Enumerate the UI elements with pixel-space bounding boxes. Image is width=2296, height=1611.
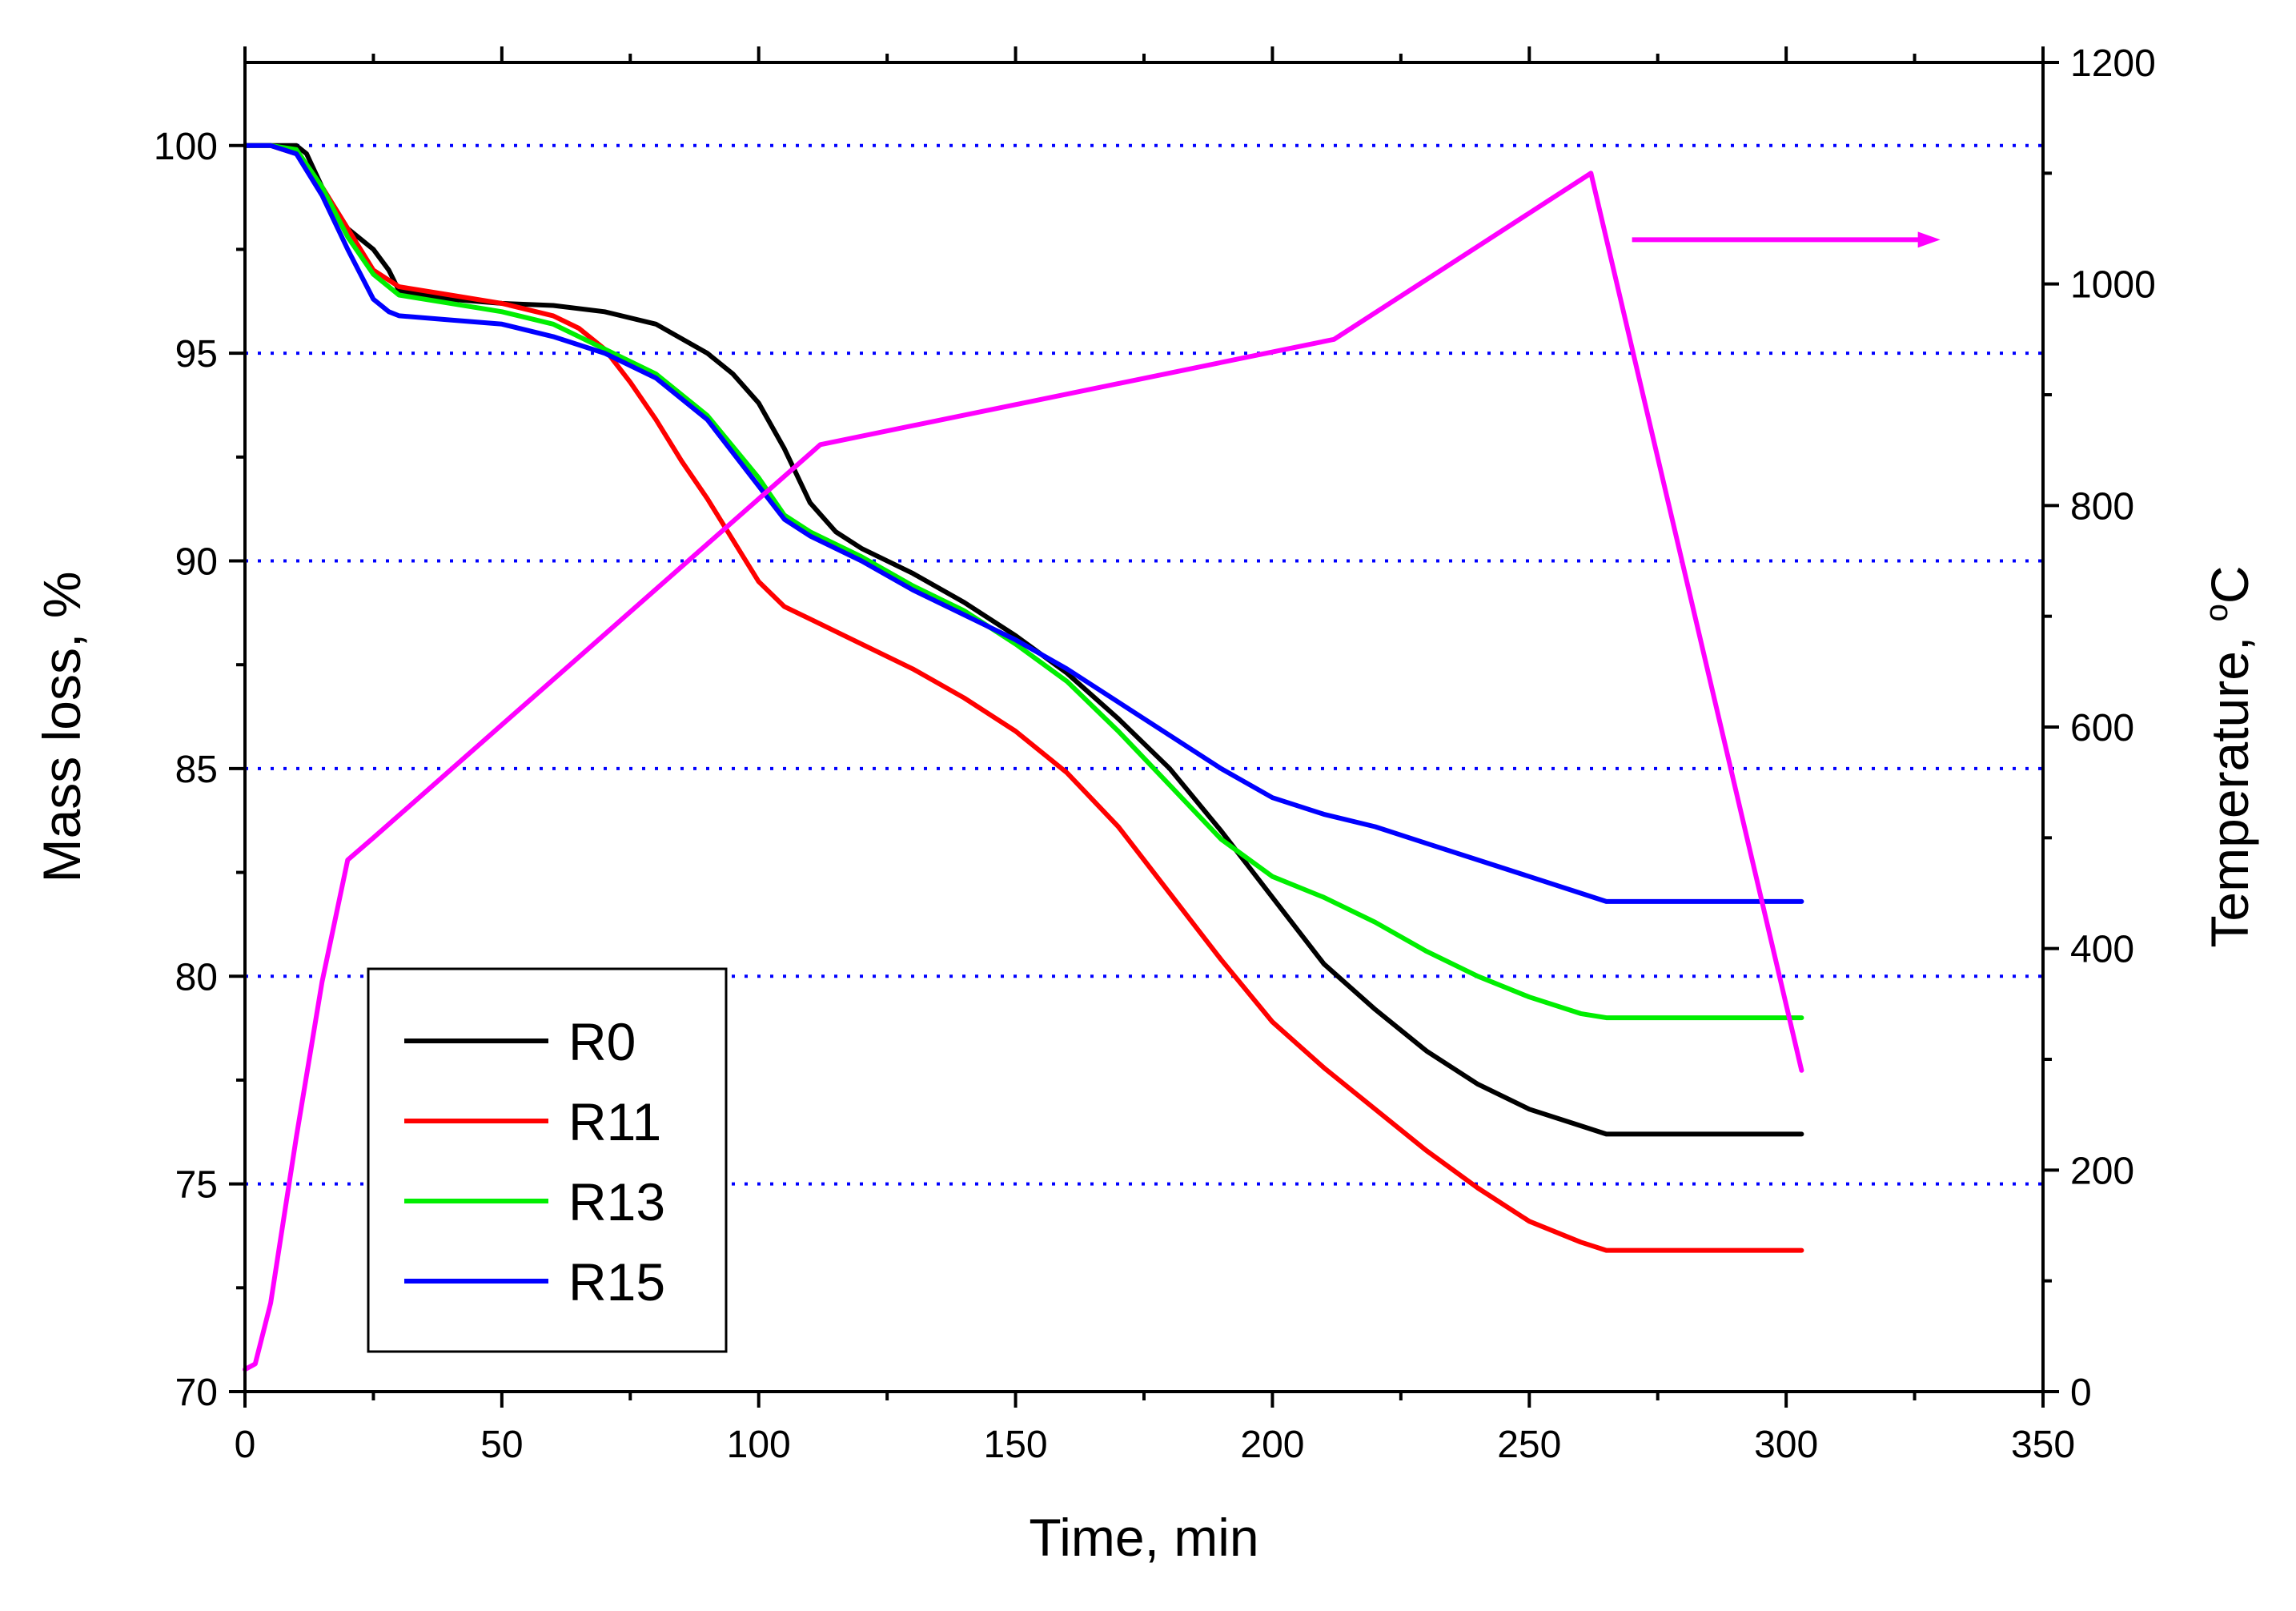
temperature-arrow-head: [1917, 231, 1941, 248]
annotation-layer: [1632, 231, 1941, 248]
grid: [245, 143, 2043, 1186]
y2-tick-label: 1200: [2070, 42, 2156, 85]
series-line-r15: [243, 143, 1804, 904]
y2-tick-label: 800: [2070, 485, 2134, 528]
x-tick-label: 50: [480, 1424, 523, 1466]
y-tick-label: 75: [175, 1164, 218, 1207]
y-tick-label: 95: [175, 333, 218, 376]
x-tick-label: 350: [2011, 1424, 2075, 1466]
legend: R0 R11 R13 R15: [367, 967, 728, 1353]
legend-label-r15: R15: [568, 1252, 665, 1312]
y2-tick-label: 600: [2070, 707, 2134, 749]
x-tick-label: 100: [727, 1424, 791, 1466]
y-axis-title: Mass loss, %: [32, 572, 91, 883]
y2-axis-title-unit: C: [2200, 565, 2259, 604]
y2-axis-title: Temperature, oC: [2199, 565, 2259, 947]
x-tick-label: 200: [1240, 1424, 1304, 1466]
y-tick-label: 100: [154, 126, 218, 168]
tick-labels: 0 50 100 150 200 250 300 3507075808590951000200…: [154, 42, 2156, 1466]
x-tick-label: 250: [1497, 1424, 1561, 1466]
legend-box: [367, 967, 728, 1353]
series-line-r13: [243, 143, 1804, 1021]
series-line-r11: [243, 143, 1804, 1253]
y-tick-label: 70: [175, 1372, 218, 1414]
legend-label-r13: R13: [568, 1172, 665, 1231]
series-line-temperature: [243, 171, 1804, 1372]
legend-label-r11: R11: [568, 1092, 661, 1151]
y2-tick-label: 1000: [2070, 264, 2156, 307]
ticks: [229, 46, 2059, 1408]
series-layer: [243, 143, 1804, 1372]
y-tick-label: 90: [175, 541, 218, 584]
x-tick-label: 300: [1754, 1424, 1818, 1466]
y2-tick-label: 200: [2070, 1150, 2134, 1192]
y-tick-label: 85: [175, 749, 218, 791]
y2-tick-label: 0: [2070, 1372, 2092, 1414]
y2-tick-label: 400: [2070, 929, 2134, 971]
x-tick-label: 150: [984, 1424, 1048, 1466]
y-tick-label: 80: [175, 956, 218, 998]
y2-axis-title-degree: o: [2199, 604, 2234, 621]
y2-axis-title-prefix: Temperature,: [2200, 621, 2259, 947]
x-axis-title: Time, min: [1029, 1508, 1258, 1567]
legend-label-r0: R0: [568, 1012, 636, 1071]
x-tick-label: 0: [235, 1424, 256, 1466]
series-line-r0: [243, 143, 1804, 1137]
